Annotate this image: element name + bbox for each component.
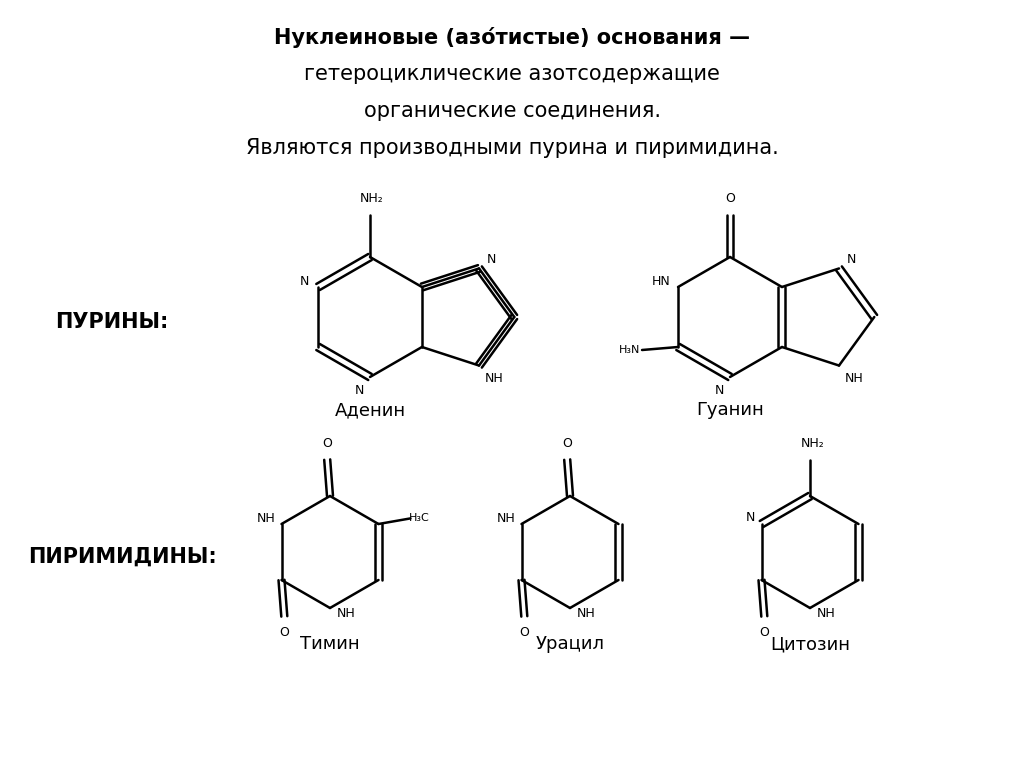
Text: Тимин: Тимин bbox=[300, 635, 359, 653]
Text: NH: NH bbox=[336, 607, 355, 620]
Text: H₃N: H₃N bbox=[620, 345, 641, 355]
Text: O: O bbox=[725, 192, 735, 205]
Text: гетероциклические азотсодержащие: гетероциклические азотсодержащие bbox=[304, 64, 720, 84]
Text: HN: HN bbox=[652, 275, 671, 288]
Text: NH: NH bbox=[845, 372, 863, 385]
Text: O: O bbox=[323, 437, 332, 450]
Text: N: N bbox=[715, 384, 724, 397]
Text: Урацил: Урацил bbox=[536, 635, 604, 653]
Text: Нуклеиновые (азо́тистые) основания —: Нуклеиновые (азо́тистые) основания — bbox=[274, 27, 750, 48]
Text: ПИРИМИДИНЫ:: ПИРИМИДИНЫ: bbox=[28, 547, 217, 567]
Text: NH: NH bbox=[816, 607, 835, 620]
Text: N: N bbox=[354, 384, 364, 397]
Text: O: O bbox=[562, 437, 572, 450]
Text: Гуанин: Гуанин bbox=[696, 401, 764, 419]
Text: N: N bbox=[300, 275, 309, 288]
Text: O: O bbox=[760, 626, 769, 639]
Text: NH: NH bbox=[256, 512, 275, 525]
Text: N: N bbox=[745, 511, 755, 524]
Text: NH₂: NH₂ bbox=[801, 437, 824, 450]
Text: O: O bbox=[280, 626, 289, 639]
Text: NH: NH bbox=[577, 607, 595, 620]
Text: Аденин: Аденин bbox=[335, 401, 406, 419]
Text: ПУРИНЫ:: ПУРИНЫ: bbox=[55, 312, 168, 332]
Text: Цитозин: Цитозин bbox=[770, 635, 850, 653]
Text: N: N bbox=[847, 253, 856, 266]
Text: Являются производными пурина и пиримидина.: Являются производными пурина и пиримидин… bbox=[246, 138, 778, 158]
Text: NH: NH bbox=[497, 512, 515, 525]
Text: H₃C: H₃C bbox=[409, 513, 429, 523]
Text: органические соединения.: органические соединения. bbox=[364, 101, 660, 121]
Text: NH₂: NH₂ bbox=[360, 192, 384, 205]
Text: N: N bbox=[486, 253, 496, 266]
Text: NH: NH bbox=[484, 372, 504, 385]
Text: O: O bbox=[519, 626, 529, 639]
